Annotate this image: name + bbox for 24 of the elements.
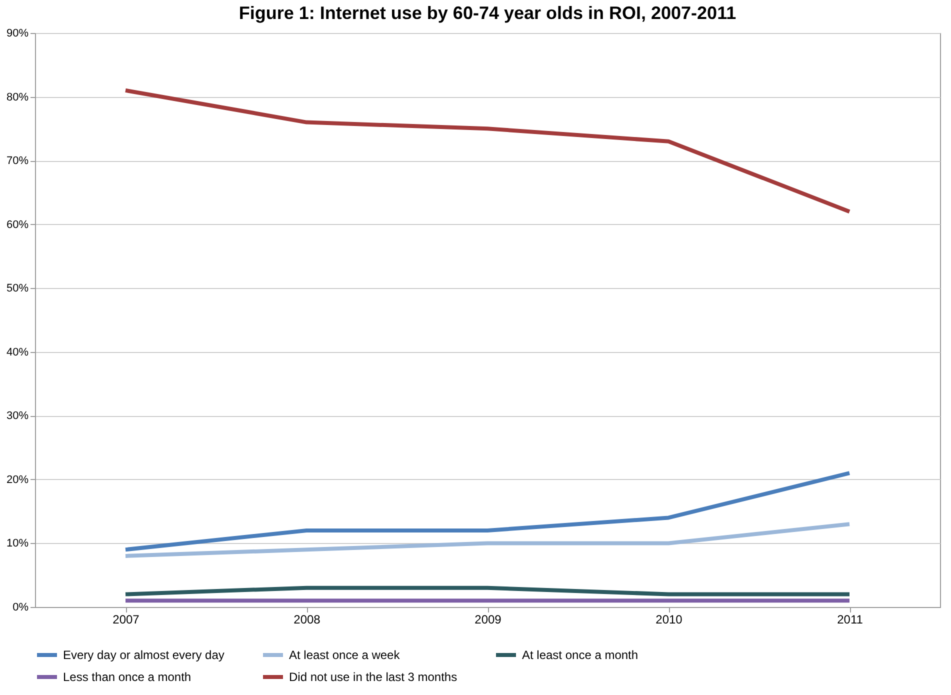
- y-tick-label: 60%: [6, 218, 29, 231]
- chart-title: Figure 1: Internet use by 60-74 year olds in ROI, 2007-2011: [238, 3, 736, 23]
- legend-label: Every day or almost every day: [63, 648, 224, 662]
- y-tick-label: 10%: [6, 538, 29, 550]
- y-tick-label: 70%: [6, 155, 29, 168]
- x-tick-label: 2008: [294, 612, 321, 626]
- x-tick-label: 2011: [837, 612, 864, 626]
- y-tick-label: 50%: [6, 282, 29, 295]
- legend-label: Did not use in the last 3 months: [289, 670, 458, 684]
- y-tick-label: 30%: [6, 410, 29, 422]
- y-tick-label: 80%: [6, 91, 29, 104]
- legend-label: Less than once a month: [63, 670, 192, 684]
- legend-label: At least once a week: [289, 648, 401, 662]
- x-tick-label: 2010: [656, 612, 683, 626]
- y-tick-label: 90%: [6, 28, 29, 40]
- line-series: [124, 88, 852, 214]
- x-tick-label: 2009: [474, 612, 502, 626]
- y-tick-label: 40%: [6, 346, 29, 358]
- legend-label: At least once a month: [522, 648, 638, 662]
- line-series: [124, 522, 852, 558]
- y-tick-label: 0%: [12, 602, 29, 614]
- line-series: [124, 471, 852, 552]
- x-tick-label: 2007: [112, 612, 140, 626]
- y-tick-label: 20%: [6, 474, 29, 486]
